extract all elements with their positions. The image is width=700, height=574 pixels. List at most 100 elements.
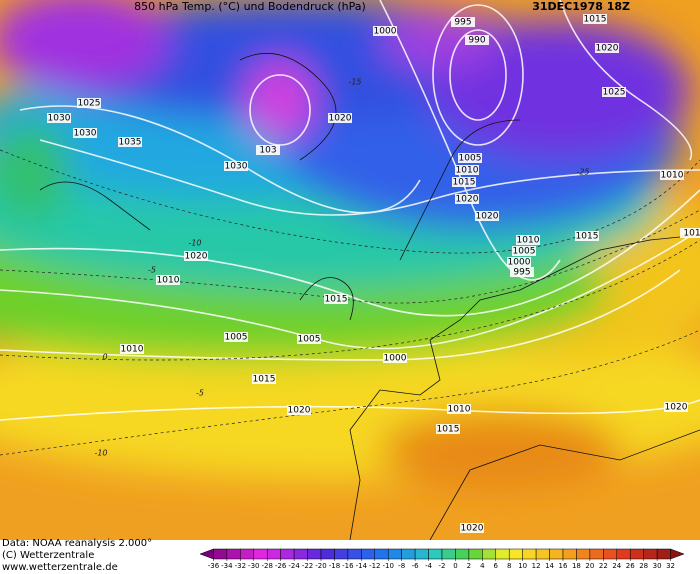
- colorbar-cell: [535, 548, 550, 560]
- colorbar-cell: [387, 548, 402, 560]
- colorbar-cell: [522, 548, 537, 560]
- isobar-label-bg: [660, 170, 684, 180]
- colorbar-tick-label: 28: [639, 562, 648, 570]
- colorbar-cell: [320, 548, 335, 560]
- isobar-label-box: 1015: [324, 294, 348, 305]
- isobar-label-box: 1015: [452, 177, 476, 188]
- isobar-label-box: 1025: [77, 98, 101, 109]
- isobar-label-box: 1030: [47, 113, 71, 124]
- colorbar-cell: [562, 548, 577, 560]
- isobar-label: 1030: [48, 114, 71, 124]
- colorbar-tick-label: -4: [425, 562, 433, 570]
- isotherm-label: -10: [188, 239, 201, 248]
- isobar-label-box: 990: [465, 35, 489, 46]
- isobar-label-bg: [455, 165, 479, 175]
- isobar-label: 1005: [513, 247, 536, 257]
- colorbar-cell: [656, 548, 671, 560]
- colorbar-cell: [226, 548, 241, 560]
- colorbar-tick-label: -12: [369, 562, 380, 570]
- isobar-label: 103: [259, 146, 276, 156]
- isobar-label-bg: [664, 402, 688, 412]
- colorbar-cell: [293, 548, 308, 560]
- isobar-label: 1005: [225, 333, 248, 343]
- isobar-label-box: 1005: [297, 334, 321, 345]
- colorbar-tick-label: 2: [467, 562, 471, 570]
- isobar-label-box: 1020: [475, 211, 499, 222]
- isobar-label: 1020: [185, 252, 208, 262]
- colorbar-cell: [401, 548, 416, 560]
- isobar-label-bg: [575, 231, 599, 241]
- colorbar-tick-label: 14: [545, 562, 554, 570]
- isobar-label-box: 1015: [583, 14, 607, 25]
- colorbar-cell: [334, 548, 349, 560]
- isobar-label-bg: [595, 43, 619, 53]
- colorbar-cell: [240, 548, 255, 560]
- colorbar-cell: [495, 548, 510, 560]
- isobar-label: 1015: [576, 232, 599, 242]
- colorbar-tick-label: 20: [585, 562, 594, 570]
- isotherm-label: 0: [102, 353, 107, 362]
- colorbar-tick-label: 26: [626, 562, 635, 570]
- isobar-label-box: 1020: [664, 402, 688, 413]
- colorbar-tick-label: 12: [532, 562, 541, 570]
- colorbar-tick-label: -26: [275, 562, 287, 570]
- colorbar-tick-label: 10: [518, 562, 527, 570]
- isobar-label-bg: [224, 332, 248, 342]
- colorbar-cell: [468, 548, 483, 560]
- colorbar-tick-label: -8: [398, 562, 405, 570]
- isobar-label-bg: [324, 294, 348, 304]
- isobar-label: 1020: [456, 195, 479, 205]
- isobar-label-bg: [465, 35, 489, 45]
- colorbar-cell: [266, 548, 281, 560]
- isotherm-label: -15: [348, 78, 361, 87]
- isobar-label-bg: [120, 344, 144, 354]
- colorbar-tick-label: -2: [439, 562, 446, 570]
- colorbar-tick-label: 4: [480, 562, 485, 570]
- colorbar-tick-label: -10: [383, 562, 394, 570]
- isobar-label-bg: [512, 246, 536, 256]
- colorbar-cell: [428, 548, 443, 560]
- isobar-label-bg: [383, 353, 407, 363]
- colorbar-tick-label: 16: [559, 562, 568, 570]
- colorbar-tick-label: 6: [494, 562, 499, 570]
- isobar-label-box: 1020: [328, 113, 352, 124]
- isobar-label-bg: [47, 113, 71, 123]
- colorbar-cell: [629, 548, 644, 560]
- isobar-label-bg: [436, 424, 460, 434]
- copyright: (C) Wetterzentrale: [2, 550, 94, 561]
- isobar-label-box: 1010: [447, 404, 471, 415]
- colorbar-cell: [414, 548, 429, 560]
- isobar-label-bg: [460, 523, 484, 533]
- colorbar-cell: [508, 548, 523, 560]
- isobar-label-box: 1015: [575, 231, 599, 242]
- isobar-label: 1010: [157, 276, 180, 286]
- colorbar-cell: [643, 548, 658, 560]
- colorbar-tick-label: 22: [599, 562, 608, 570]
- colorbar-tick-label: -6: [412, 562, 420, 570]
- colorbar-tick-label: -18: [329, 562, 340, 570]
- isobar-label-box: 995: [510, 267, 534, 278]
- colorbar-tick-label: -16: [342, 562, 354, 570]
- isotherm-label: -5: [196, 389, 204, 398]
- isobar-label-box: 1020: [184, 251, 208, 262]
- isobar-label-box: 1020: [460, 523, 484, 534]
- isobar-label: 1015: [437, 425, 460, 435]
- colorbar-tick-label: -32: [235, 562, 246, 570]
- colorbar-tick-label: -30: [248, 562, 259, 570]
- isobar-label-box: 1015: [252, 374, 276, 385]
- isobar-label-box: 1010: [455, 165, 479, 176]
- isobar-label: 1020: [329, 114, 352, 124]
- isobar-label: 1020: [461, 524, 484, 534]
- isobar-label-bg: [118, 137, 142, 147]
- colorbar-cell: [253, 548, 268, 560]
- colorbar-cell: [361, 548, 376, 560]
- isobar-label: 1020: [665, 403, 688, 413]
- isobar-label: 1025: [78, 99, 101, 109]
- isobar-label-bg: [602, 87, 626, 97]
- isobar-label-bg: [373, 26, 397, 36]
- isobar-label-bg: [507, 257, 531, 267]
- colorbar-cell: [589, 548, 604, 560]
- isobar-label: 1010: [517, 236, 540, 246]
- colorbar-cell: [280, 548, 295, 560]
